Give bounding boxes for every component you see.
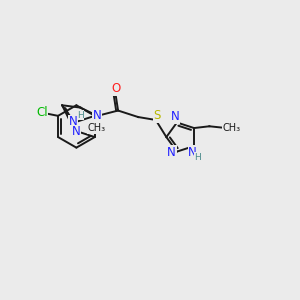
Text: S: S [153,109,161,122]
Text: N: N [188,146,197,159]
Text: H: H [194,153,201,162]
Text: O: O [112,82,121,95]
Text: H: H [77,110,84,119]
Text: N: N [171,110,180,123]
Text: N: N [72,125,80,139]
Text: N: N [167,146,176,159]
Text: Cl: Cl [36,106,48,119]
Text: CH₃: CH₃ [88,123,106,133]
Text: CH₃: CH₃ [223,123,241,133]
Text: N: N [93,109,102,122]
Text: N: N [69,115,77,128]
